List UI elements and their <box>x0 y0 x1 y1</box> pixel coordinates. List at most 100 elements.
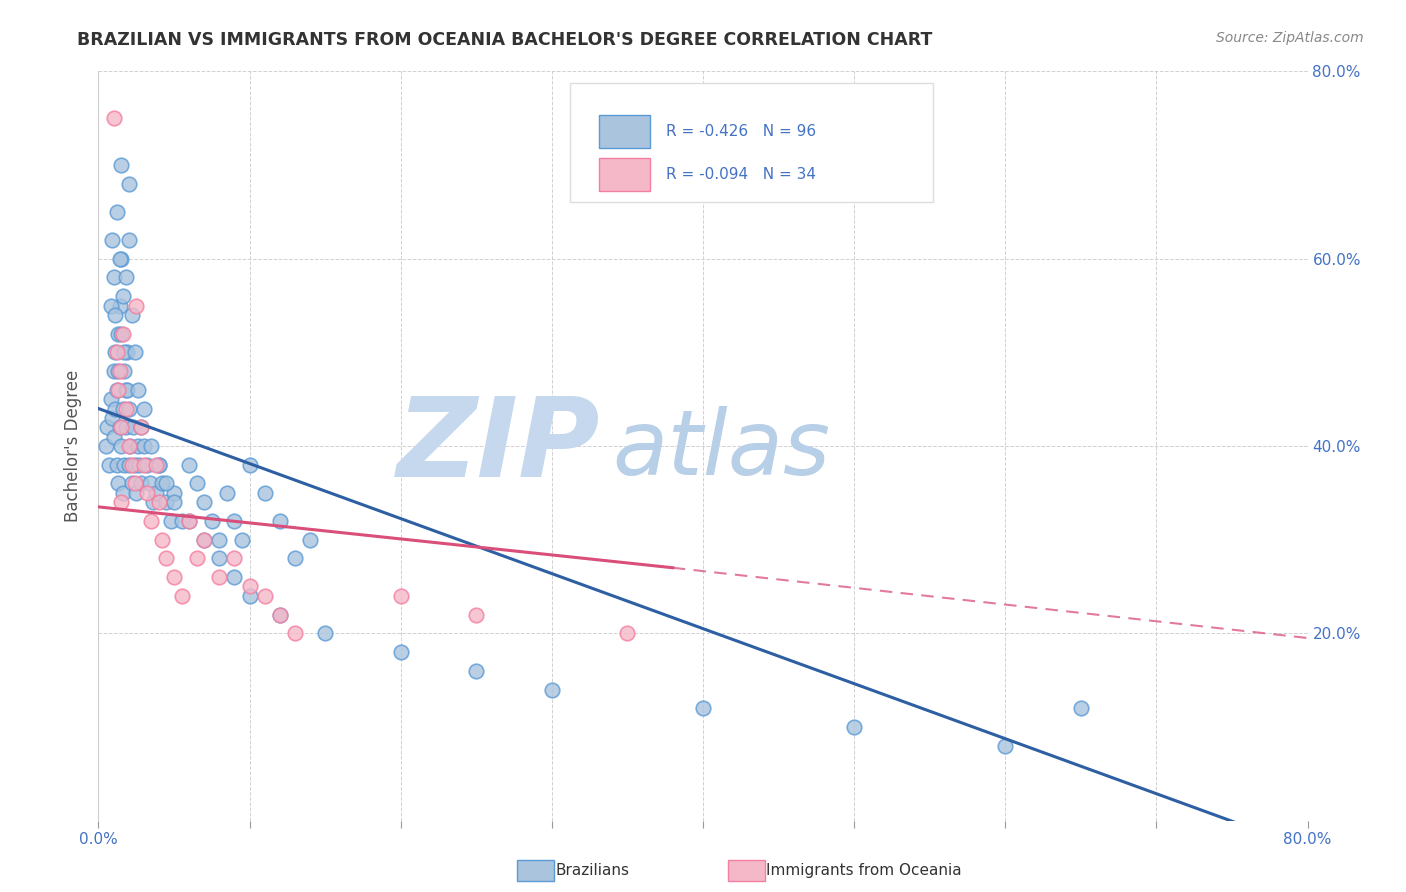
Point <box>145 486 167 500</box>
Point <box>179 514 201 528</box>
Point <box>163 570 186 584</box>
Point <box>114 420 136 434</box>
Point <box>112 345 135 359</box>
Point <box>239 589 262 603</box>
Point <box>155 551 177 566</box>
Point <box>155 495 177 509</box>
Point <box>115 383 138 397</box>
Point <box>193 495 215 509</box>
Point <box>269 607 291 622</box>
Point <box>110 252 132 266</box>
Point <box>118 401 141 416</box>
Point <box>111 401 134 416</box>
Point <box>239 580 262 594</box>
Point <box>112 458 135 472</box>
Point <box>179 514 201 528</box>
Point <box>101 411 124 425</box>
Point <box>103 270 125 285</box>
Point <box>107 326 129 341</box>
Point <box>179 458 201 472</box>
Point <box>1070 701 1092 715</box>
Point <box>124 458 146 472</box>
Point <box>155 476 177 491</box>
Point <box>125 298 148 313</box>
Point <box>110 439 132 453</box>
Point <box>107 476 129 491</box>
Point <box>122 420 145 434</box>
Point <box>110 326 132 341</box>
Point <box>118 177 141 191</box>
Point <box>692 701 714 715</box>
Point <box>163 486 186 500</box>
Point <box>124 345 146 359</box>
Point <box>124 476 146 491</box>
Point <box>105 345 128 359</box>
Point <box>132 458 155 472</box>
Point <box>121 476 143 491</box>
Point <box>284 551 307 566</box>
Point <box>299 533 322 547</box>
Point <box>224 551 246 566</box>
Point <box>208 551 231 566</box>
Point <box>110 420 132 434</box>
Point <box>231 533 253 547</box>
Point <box>111 326 134 341</box>
Point <box>215 486 238 500</box>
Point <box>96 420 118 434</box>
Point <box>115 345 138 359</box>
Point <box>132 401 155 416</box>
Text: R = -0.094   N = 34: R = -0.094 N = 34 <box>665 168 815 182</box>
Point <box>150 533 173 547</box>
Point <box>104 308 127 322</box>
Point <box>170 589 193 603</box>
Point <box>141 439 163 453</box>
Point <box>239 458 262 472</box>
Point <box>142 495 165 509</box>
Point <box>108 364 131 378</box>
Point <box>108 298 131 313</box>
Point <box>139 476 162 491</box>
Point <box>110 495 132 509</box>
Point <box>114 270 136 285</box>
Point <box>121 308 143 322</box>
Point <box>128 458 150 472</box>
Point <box>129 420 152 434</box>
Point <box>120 439 142 453</box>
Point <box>103 430 125 444</box>
Point <box>201 514 224 528</box>
Point <box>108 420 131 434</box>
Point <box>107 383 129 397</box>
Point <box>129 476 152 491</box>
Point <box>224 570 246 584</box>
Point <box>105 458 128 472</box>
Point <box>145 458 167 472</box>
Point <box>186 476 208 491</box>
Text: atlas: atlas <box>613 406 831 494</box>
Point <box>104 345 127 359</box>
Point <box>540 682 562 697</box>
Point <box>127 383 149 397</box>
Point <box>170 514 193 528</box>
Point <box>103 112 125 126</box>
Point <box>100 392 122 407</box>
Y-axis label: Bachelor's Degree: Bachelor's Degree <box>65 370 83 522</box>
FancyBboxPatch shape <box>569 83 932 202</box>
Point <box>94 439 117 453</box>
Point <box>108 252 131 266</box>
Point <box>103 364 125 378</box>
Point <box>616 626 638 640</box>
Point <box>125 486 148 500</box>
Point <box>98 458 121 472</box>
Point <box>208 533 231 547</box>
Text: Source: ZipAtlas.com: Source: ZipAtlas.com <box>1216 31 1364 45</box>
Point <box>135 486 157 500</box>
Point <box>186 551 208 566</box>
Point <box>465 607 488 622</box>
Point <box>389 645 412 659</box>
Point <box>114 401 136 416</box>
Point <box>844 720 866 734</box>
Point <box>132 439 155 453</box>
Point <box>148 495 170 509</box>
FancyBboxPatch shape <box>599 115 650 148</box>
Point <box>111 289 134 303</box>
